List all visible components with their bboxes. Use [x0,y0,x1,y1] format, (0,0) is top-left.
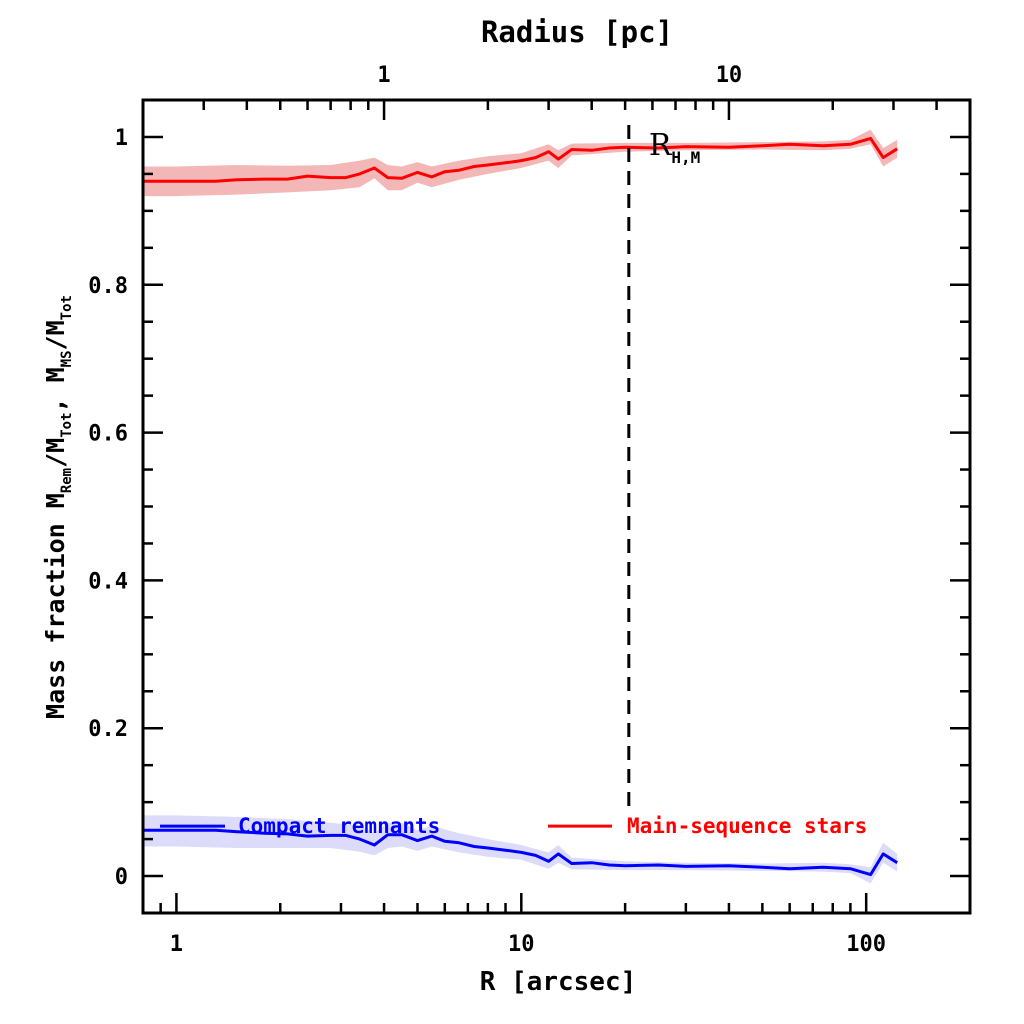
y-tick-label: 0.2 [88,717,128,742]
y-tick-label: 0 [115,865,128,890]
y-label-mid1: /M [41,438,70,468]
vline-label-sub: H,M [671,148,700,167]
y-label-sub-rem: Rem [59,468,75,493]
y-tick-label: 0.6 [88,422,128,447]
x-tick-label: 1 [170,932,183,957]
series-line-0 [143,136,898,183]
vline-label-main: R [649,128,673,163]
vline-label: RH,M [649,128,701,167]
top-tick-label: 1 [377,63,390,88]
x-axis-label: R [arcsec] [480,967,637,997]
series-band-0 [143,129,898,197]
x-tick-label: 10 [508,932,535,957]
x-tick-label: 100 [846,932,886,957]
half-mass-radius-marker: RH,M [627,125,701,808]
legend-label-remnants: Compact remnants [238,814,440,838]
y-tick-label: 0.8 [88,274,128,299]
confidence-bands [143,129,898,884]
series-line-1 [143,828,898,877]
y-axis-label: Mass fraction MRem/MTot, MMS/MTot [41,295,75,719]
top-tick-label: 10 [716,63,743,88]
y-tick-label: 0.4 [88,569,128,594]
y-label-sub-tot1: Tot [59,412,75,437]
y-tick-label: 1 [115,126,128,151]
y-label-sub-tot2: Tot [59,295,75,320]
y-label-mid3: /M [41,320,70,350]
y-label-mid2: , M [41,367,70,412]
series-lines [143,136,898,877]
y-label-sub-ms: MS [59,350,75,367]
y-label-prefix: Mass fraction M [41,493,70,719]
top-axis-label: Radius [pc] [481,15,673,49]
axis-ticks [141,100,972,913]
legend-label-main-sequence: Main-sequence stars [627,814,867,838]
legend: Compact remnants Main-sequence stars [160,814,867,838]
plot-frame [141,98,972,915]
